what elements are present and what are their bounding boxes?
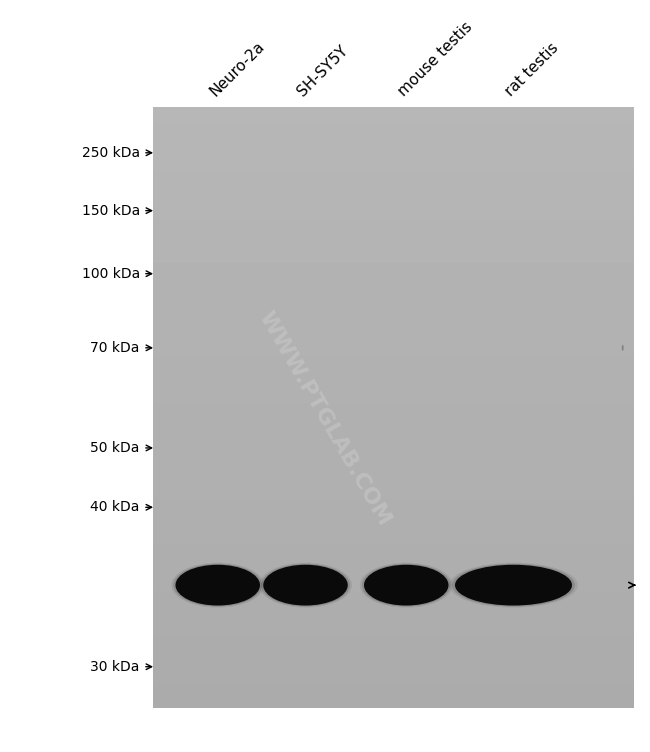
Text: Neuro-2a: Neuro-2a bbox=[207, 39, 268, 99]
Text: 150 kDa: 150 kDa bbox=[81, 204, 140, 217]
Ellipse shape bbox=[455, 565, 572, 605]
Ellipse shape bbox=[360, 562, 452, 608]
Text: mouse testis: mouse testis bbox=[396, 20, 476, 99]
Ellipse shape bbox=[259, 562, 352, 608]
Text: 40 kDa: 40 kDa bbox=[90, 500, 140, 514]
Text: 250 kDa: 250 kDa bbox=[82, 146, 140, 160]
Ellipse shape bbox=[364, 565, 448, 605]
Text: 30 kDa: 30 kDa bbox=[90, 660, 140, 674]
Ellipse shape bbox=[174, 564, 262, 607]
Ellipse shape bbox=[263, 565, 348, 605]
Text: 100 kDa: 100 kDa bbox=[81, 267, 140, 280]
Ellipse shape bbox=[171, 562, 264, 608]
Bar bbox=[153, 107, 634, 708]
Ellipse shape bbox=[176, 565, 260, 605]
Ellipse shape bbox=[452, 564, 575, 607]
Text: SH-SY5Y: SH-SY5Y bbox=[295, 43, 351, 99]
Ellipse shape bbox=[362, 564, 450, 607]
Text: 50 kDa: 50 kDa bbox=[90, 441, 140, 455]
Text: WWW.PTGLAB.COM: WWW.PTGLAB.COM bbox=[255, 308, 395, 529]
Ellipse shape bbox=[621, 345, 623, 350]
Ellipse shape bbox=[449, 562, 578, 608]
Text: rat testis: rat testis bbox=[503, 41, 562, 99]
Text: 70 kDa: 70 kDa bbox=[90, 341, 140, 355]
Ellipse shape bbox=[261, 564, 350, 607]
